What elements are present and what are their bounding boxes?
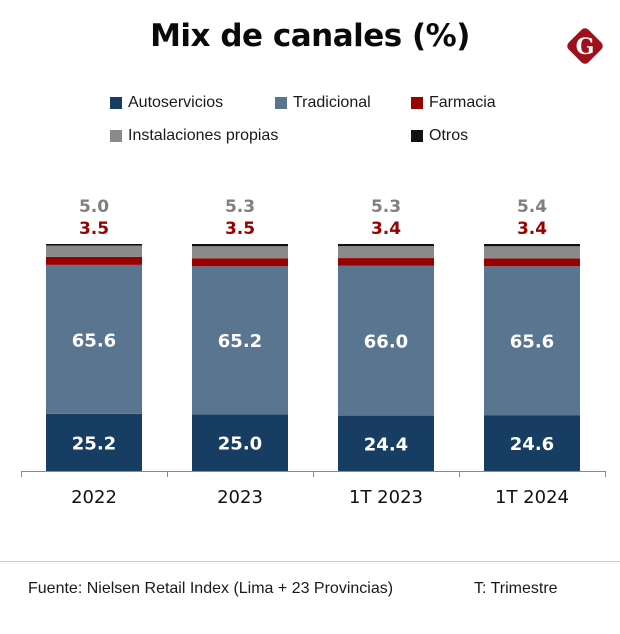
bar-segment-otros <box>46 244 142 246</box>
data-label-autoservicios: 24.4 <box>364 434 408 455</box>
g-diamond-logo-icon: G <box>567 28 603 64</box>
stacked-bar-chart: 25.265.63.55.0202225.065.23.55.3202324.4… <box>21 197 606 508</box>
bar-segment-tradicional <box>192 266 288 415</box>
bar-segment-farmacia <box>484 258 580 267</box>
x-tick-label: 1T 2023 <box>349 487 423 508</box>
legend-label: Tradicional <box>293 94 371 111</box>
x-tick-label: 1T 2024 <box>495 487 569 508</box>
data-label-instalaciones-propias: 5.3 <box>225 197 255 217</box>
data-label-instalaciones-propias: 5.0 <box>79 197 109 217</box>
data-label-autoservicios: 25.0 <box>218 434 262 455</box>
source-note: Fuente: Nielsen Retail Index (Lima + 23 … <box>28 580 394 597</box>
data-label-farmacia: 3.4 <box>371 219 401 239</box>
legend-label: Autoservicios <box>128 94 224 111</box>
bar-segment-otros <box>484 244 580 247</box>
bar-segment-instalaciones-propias <box>338 246 434 259</box>
legend-label: Instalaciones propias <box>128 127 279 144</box>
bar-segment-instalaciones-propias <box>484 246 580 259</box>
legend-swatch-farmacia <box>411 97 423 109</box>
bar-segment-instalaciones-propias <box>192 246 288 259</box>
bar-segment-otros <box>338 244 434 247</box>
legend-item-tradicional: Tradicional <box>275 94 371 112</box>
bar-segment-autoservicios <box>46 413 142 471</box>
data-label-autoservicios: 25.2 <box>72 433 116 454</box>
bar-segment-instalaciones-propias <box>46 245 142 257</box>
legend-swatch-tradicional <box>275 97 287 109</box>
data-label-farmacia: 3.5 <box>79 219 109 239</box>
bar-segment-otros <box>192 244 288 247</box>
data-label-tradicional: 65.6 <box>510 332 554 353</box>
bar-segment-autoservicios <box>338 415 434 471</box>
data-label-farmacia: 3.5 <box>225 219 255 239</box>
bar-segment-tradicional <box>46 264 142 414</box>
chart-title: Mix de canales (%) <box>150 18 470 54</box>
legend-item-autoservicios: Autoservicios <box>110 94 223 112</box>
data-label-autoservicios: 24.6 <box>510 434 554 455</box>
bar-segment-farmacia <box>338 258 434 266</box>
data-label-tradicional: 66.0 <box>364 332 408 353</box>
bar-segment-farmacia <box>192 258 288 267</box>
data-label-instalaciones-propias: 5.4 <box>517 197 547 217</box>
data-label-farmacia: 3.4 <box>517 219 547 239</box>
legend-label: Farmacia <box>429 94 496 111</box>
bar-segment-autoservicios <box>192 414 288 471</box>
data-label-tradicional: 65.6 <box>72 330 116 351</box>
legend-item-otros: Otros <box>411 127 468 145</box>
x-tick-label: 2023 <box>217 487 263 508</box>
legend-swatch-instalaciones-propias <box>110 130 122 142</box>
legend-swatch-otros <box>411 130 423 142</box>
bar-segment-tradicional <box>338 265 434 416</box>
bar-segment-farmacia <box>46 256 142 265</box>
data-label-instalaciones-propias: 5.3 <box>371 197 401 217</box>
legend-label: Otros <box>429 127 469 144</box>
logo-letter: G <box>576 34 595 60</box>
bar-segment-tradicional <box>484 266 580 416</box>
bar-segment-autoservicios <box>484 415 580 471</box>
data-label-tradicional: 65.2 <box>218 331 262 352</box>
legend-item-farmacia: Farmacia <box>411 94 496 112</box>
footer-divider <box>0 561 620 562</box>
x-tick-label: 2022 <box>71 487 117 508</box>
legend-swatch-autoservicios <box>110 97 122 109</box>
legend-item-instalaciones-propias: Instalaciones propias <box>110 127 278 145</box>
abbreviation-note: T: Trimestre <box>474 580 558 597</box>
